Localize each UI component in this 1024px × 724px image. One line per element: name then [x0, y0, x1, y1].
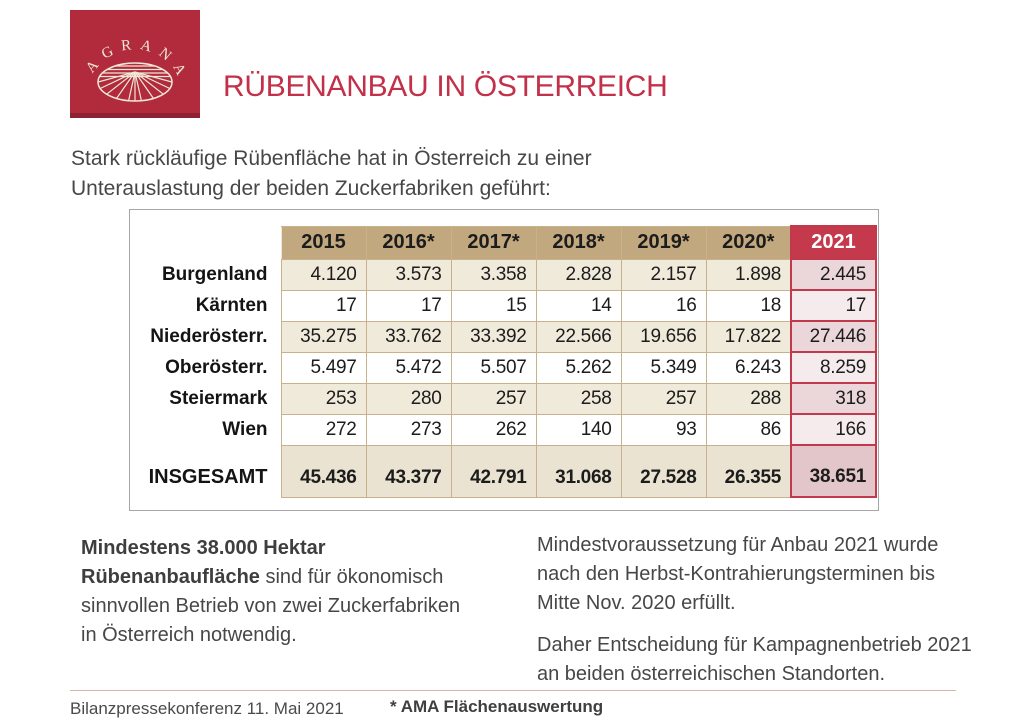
agrana-logo: AGRANA [70, 10, 200, 118]
cell-oberoesterr-2020: 6.243 [705, 351, 792, 384]
cell-niederoesterr-2015: 35.275 [280, 320, 367, 353]
cell-total-2020: 26.355 [705, 444, 792, 498]
cell-steiermark-2016: 280 [365, 382, 452, 415]
col-header-2016: 2016* [365, 225, 452, 260]
col-header-2018: 2018* [535, 225, 622, 260]
cell-wien-2020: 86 [705, 413, 792, 446]
cell-wien-2019: 93 [620, 413, 707, 446]
note-left-regular-text: sind für ökonomisch sinnvollen Betrieb v… [81, 566, 461, 646]
cell-burgenland-2020: 1.898 [705, 258, 792, 291]
cell-steiermark-2018: 258 [535, 382, 622, 415]
col-header-2019: 2019* [620, 225, 707, 260]
cell-burgenland-2017: 3.358 [450, 258, 537, 291]
cell-oberoesterr-2021: 8.259 [790, 351, 877, 384]
note-minimum-area: Mindestens 38.000 Hektar Rübenanbaufläch… [81, 534, 479, 650]
col-header-2021-highlight: 2021 [790, 225, 877, 260]
cell-niederoesterr-2019: 19.656 [620, 320, 707, 353]
cell-wien-2018: 140 [535, 413, 622, 446]
table-header-row: 2015 2016* 2017* 2018* 2019* 2020* 2021 [134, 225, 877, 260]
page-title: RÜBENANBAU IN ÖSTERREICH [223, 70, 668, 103]
note-right-para-2: Daher Entscheidung für Kampagnenbetrieb … [537, 634, 972, 685]
cell-wien-2016: 273 [365, 413, 452, 446]
cell-steiermark-2020: 288 [705, 382, 792, 415]
row-label-kaernten: Kärnten [134, 290, 281, 321]
beet-area-table: 2015 2016* 2017* 2018* 2019* 2020* 2021 … [134, 225, 877, 498]
cell-total-2017: 42.791 [450, 444, 537, 498]
cell-total-2015: 45.436 [280, 444, 367, 498]
cell-oberoesterr-2019: 5.349 [620, 351, 707, 384]
corner-cell [134, 226, 281, 259]
cell-burgenland-2018: 2.828 [535, 258, 622, 291]
cell-total-2016: 43.377 [365, 444, 452, 498]
row-label-niederoesterreich: Niederösterr. [134, 321, 281, 352]
cell-niederoesterr-2020: 17.822 [705, 320, 792, 353]
cell-wien-2017: 262 [450, 413, 537, 446]
table-row-niederoesterreich: Niederösterr. 35.275 33.762 33.392 22.56… [134, 320, 877, 353]
cell-niederoesterr-2017: 33.392 [450, 320, 537, 353]
col-header-2020: 2020* [705, 225, 792, 260]
table-row-burgenland: Burgenland 4.120 3.573 3.358 2.828 2.157… [134, 258, 877, 291]
cell-oberoesterr-2018: 5.262 [535, 351, 622, 384]
note-left-bold-text: Mindestens 38.000 Hektar Rübenanbaufläch… [81, 537, 326, 588]
cell-niederoesterr-2018: 22.566 [535, 320, 622, 353]
footer-divider [70, 690, 956, 691]
intro-line-1: Stark rückläufige Rübenfläche hat in Öst… [71, 147, 592, 170]
table-row-wien: Wien 272 273 262 140 93 86 166 [134, 413, 877, 446]
cell-burgenland-2019: 2.157 [620, 258, 707, 291]
cell-burgenland-2021: 2.445 [790, 258, 877, 291]
cell-oberoesterr-2015: 5.497 [280, 351, 367, 384]
cell-kaernten-2017: 15 [450, 289, 537, 322]
cell-total-2018: 31.068 [535, 444, 622, 498]
footer-event-date: Bilanzpressekonferenz 11. Mai 2021 [70, 699, 344, 718]
row-label-oberoesterreich: Oberösterr. [134, 352, 281, 383]
table-row-oberoesterreich: Oberösterr. 5.497 5.472 5.507 5.262 5.34… [134, 351, 877, 384]
row-label-steiermark: Steiermark [134, 383, 281, 414]
footer-source-note: * AMA Flächenauswertung [390, 697, 604, 716]
cell-burgenland-2015: 4.120 [280, 258, 367, 291]
note-right-para-1: Mindestvoraussetzung für Anbau 2021 wurd… [537, 534, 939, 614]
table-row-total: INSGESAMT 45.436 43.377 42.791 31.068 27… [134, 444, 877, 498]
cell-oberoesterr-2017: 5.507 [450, 351, 537, 384]
cell-steiermark-2015: 253 [280, 382, 367, 415]
cell-oberoesterr-2016: 5.472 [365, 351, 452, 384]
cell-steiermark-2021: 318 [790, 382, 877, 415]
note-decision: Mindestvoraussetzung für Anbau 2021 wurd… [537, 531, 974, 702]
row-label-wien: Wien [134, 414, 281, 445]
cell-kaernten-2018: 14 [535, 289, 622, 322]
intro-text: Stark rückläufige Rübenfläche hat in Öst… [71, 144, 592, 204]
cell-burgenland-2016: 3.573 [365, 258, 452, 291]
cell-kaernten-2020: 18 [705, 289, 792, 322]
cell-wien-2021: 166 [790, 413, 877, 446]
cell-total-2021: 38.651 [790, 444, 877, 498]
cell-kaernten-2019: 16 [620, 289, 707, 322]
row-label-total: INSGESAMT [134, 445, 281, 497]
beet-area-table-box: 2015 2016* 2017* 2018* 2019* 2020* 2021 … [129, 209, 879, 511]
intro-line-2: Unterauslastung der beiden Zuckerfabrike… [71, 177, 551, 200]
table-row-kaernten: Kärnten 17 17 15 14 16 18 17 [134, 289, 877, 322]
cell-wien-2015: 272 [280, 413, 367, 446]
row-label-burgenland: Burgenland [134, 259, 281, 290]
cell-kaernten-2021: 17 [790, 289, 877, 322]
cell-steiermark-2017: 257 [450, 382, 537, 415]
cell-niederoesterr-2016: 33.762 [365, 320, 452, 353]
cell-steiermark-2019: 257 [620, 382, 707, 415]
col-header-2017: 2017* [450, 225, 537, 260]
col-header-2015: 2015 [280, 225, 367, 260]
table-row-steiermark: Steiermark 253 280 257 258 257 288 318 [134, 382, 877, 415]
cell-total-2019: 27.528 [620, 444, 707, 498]
agrana-field-icon: AGRANA [83, 37, 184, 102]
cell-kaernten-2016: 17 [365, 289, 452, 322]
cell-kaernten-2015: 17 [280, 289, 367, 322]
cell-niederoesterr-2021: 27.446 [790, 320, 877, 353]
